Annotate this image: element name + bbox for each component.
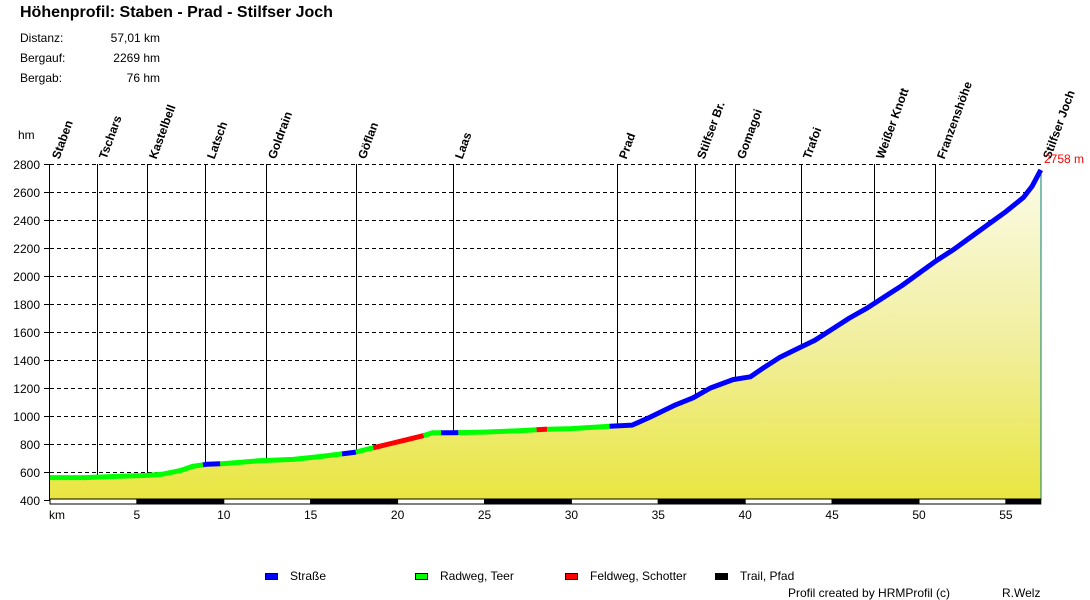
descent-label: Bergab: — [20, 71, 63, 85]
max-elevation-label: 2758 m — [1044, 152, 1085, 166]
author-text: R.Welz — [1002, 586, 1041, 600]
y-axis-label: hm — [18, 128, 35, 142]
x-tick-label: 5 — [133, 508, 141, 522]
x-tick-label: 25 — [477, 508, 492, 522]
x-tick-label: km — [49, 508, 65, 522]
y-tick-label: 400 — [19, 493, 40, 508]
legend-swatch-red — [565, 572, 578, 580]
y-tick-label: 1000 — [13, 409, 40, 424]
y-tick-label: 2400 — [13, 213, 40, 228]
legend-swatch-blue — [265, 572, 278, 580]
y-tick-label: 1800 — [13, 297, 40, 312]
legend-label: Radweg, Teer — [440, 569, 514, 583]
y-tick-label: 2600 — [13, 185, 40, 200]
y-tick-label: 1400 — [13, 353, 40, 368]
x-tick-label: 55 — [999, 508, 1013, 522]
x-tick-label: 40 — [738, 508, 752, 522]
ascent-label: Bergauf: — [20, 51, 66, 65]
ascent-value: 2269 hm — [113, 51, 160, 65]
elevation-line — [50, 168, 1044, 481]
x-tick-label: 10 — [217, 508, 231, 522]
x-tick-label: 50 — [912, 508, 926, 522]
legend-item-radweg: Radweg, Teer — [415, 569, 514, 583]
x-tick-label: 15 — [304, 508, 318, 522]
y-tick-label: 2000 — [13, 269, 40, 284]
y-tick-label: 2200 — [13, 241, 40, 256]
y-tick-label: 1600 — [13, 325, 40, 340]
legend-label: Straße — [290, 569, 327, 583]
x-axis-scale-bar — [49, 498, 1042, 505]
legend-swatch-black — [715, 572, 728, 580]
x-tick-label: 20 — [390, 508, 405, 522]
y-tick-label: 1200 — [13, 381, 40, 396]
legend-item-strasse: Straße — [265, 569, 326, 583]
legend-swatch-green — [415, 572, 428, 580]
distance-label: Distanz: — [20, 31, 64, 45]
y-tick-label: 800 — [19, 437, 40, 452]
legend-item-trail: Trail, Pfad — [715, 569, 794, 583]
legend-item-feldweg: Feldweg, Schotter — [565, 569, 687, 583]
distance-value: 57,01 km — [110, 31, 160, 45]
elevation-area — [50, 169, 1041, 500]
x-tick-label: 45 — [825, 508, 839, 522]
x-tick-label: 35 — [651, 508, 665, 522]
descent-value: 76 hm — [126, 71, 160, 85]
y-tick-label: 2800 — [13, 157, 40, 172]
legend-label: Feldweg, Schotter — [590, 569, 687, 583]
chart-title: Höhenprofil: Staben - Prad - Stilfser Jo… — [20, 4, 333, 21]
x-tick-label: 30 — [564, 508, 579, 522]
waypoint-lines — [97, 164, 936, 478]
y-tick-label: 600 — [19, 465, 40, 480]
legend-label: Trail, Pfad — [740, 569, 795, 583]
credit-text: Profil created by HRMProfil (c) — [788, 586, 951, 600]
